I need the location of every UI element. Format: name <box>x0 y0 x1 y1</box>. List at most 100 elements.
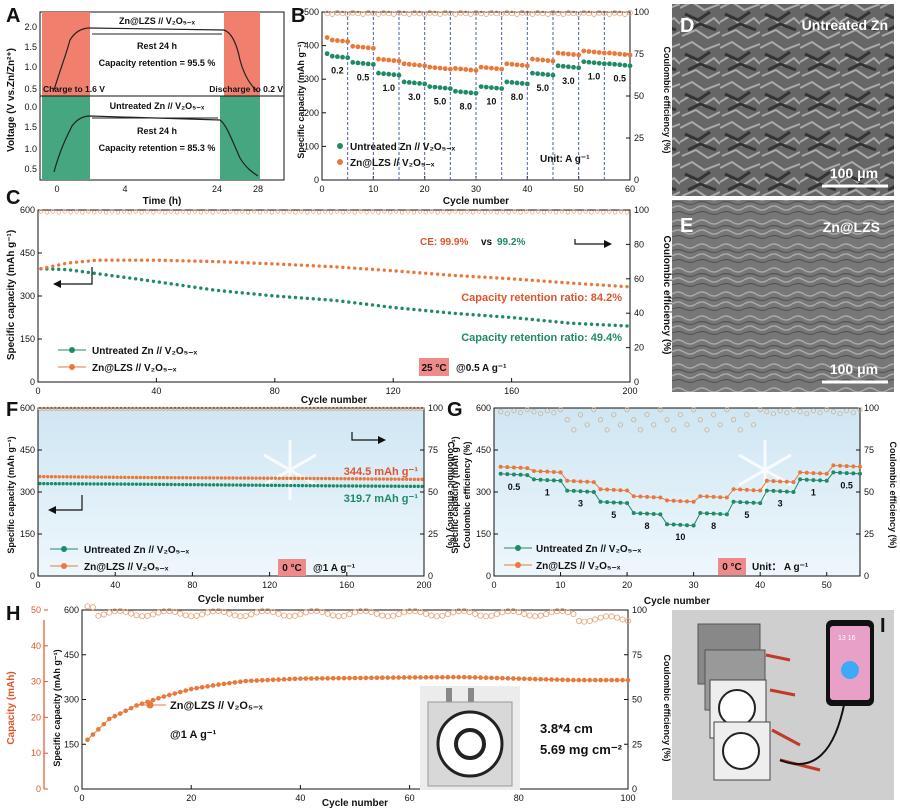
ce-point <box>313 607 320 614</box>
lzs-point <box>300 476 305 481</box>
ce-point <box>149 611 156 618</box>
lzs-point <box>495 276 499 280</box>
lzs-point <box>347 477 351 481</box>
lzs-point <box>228 260 233 264</box>
lzs-point <box>596 50 602 55</box>
untreated-point <box>340 54 345 60</box>
lzs-point <box>422 63 428 69</box>
untreated-point <box>107 482 112 486</box>
untreated-point <box>238 483 243 487</box>
ce-point <box>246 210 251 215</box>
untreated-point <box>74 269 79 273</box>
ce-point <box>503 10 510 16</box>
lzs-point <box>216 682 221 687</box>
untreated-point <box>281 294 286 299</box>
ce-point <box>565 210 570 215</box>
lzs-point <box>583 282 588 286</box>
ce-point <box>530 210 535 215</box>
sem-image-lzs <box>672 200 894 392</box>
untreated-point <box>350 60 356 65</box>
y2-tick-label: 100 <box>634 7 649 17</box>
untreated-point <box>133 277 138 281</box>
lzs-point <box>221 681 227 687</box>
untreated-point <box>545 72 551 78</box>
panel-letter-f: F <box>6 399 18 421</box>
untreated-point <box>161 482 166 487</box>
untreated-point <box>304 483 308 488</box>
untreated-point <box>577 321 582 326</box>
untreated-point <box>285 483 289 488</box>
ce-point <box>476 209 482 214</box>
untreated-point <box>353 301 357 305</box>
black-wire <box>779 699 846 765</box>
ce-point <box>411 10 418 16</box>
ce-point <box>455 608 462 615</box>
lzs-point <box>441 272 446 277</box>
lzs-point <box>545 58 551 63</box>
panel-a-discharge-label: Discharge to 0.2 V <box>209 84 283 94</box>
lzs-point <box>587 677 593 683</box>
panel-c-legend-untreated: Untreated Zn // V₂O₅₋ₓ <box>92 346 198 357</box>
ce-point <box>583 209 588 214</box>
lzs-point <box>62 261 67 266</box>
lzs-point <box>386 57 392 63</box>
lzs-point <box>407 675 412 680</box>
untreated-point <box>519 81 525 86</box>
lzs-point <box>370 45 376 51</box>
lzs-point <box>103 475 108 479</box>
lzs-point <box>440 674 445 680</box>
lzs-point <box>329 37 335 43</box>
lzs-point <box>156 696 161 701</box>
untreated-point <box>145 278 150 283</box>
untreated-point <box>381 484 386 488</box>
untreated-point <box>88 482 92 486</box>
untreated-point <box>184 482 189 487</box>
lzs-point <box>327 476 332 481</box>
lzs-point <box>208 476 212 480</box>
untreated-point <box>465 312 469 316</box>
rate-label: 5 <box>744 510 749 520</box>
untreated-point <box>370 484 374 488</box>
ce-point <box>512 209 517 214</box>
lzs-point <box>521 676 527 682</box>
panel-b-legend-marker-lzs <box>337 159 343 165</box>
ce-point <box>657 407 663 413</box>
ce-point <box>596 10 602 16</box>
ce-point <box>543 611 550 618</box>
ce-point <box>730 417 737 423</box>
panel-h-ticks: 0 20 40 60 80 1000150300450600025507510001020… <box>31 605 647 803</box>
panel-g-marks <box>498 407 863 528</box>
untreated-point <box>316 484 320 488</box>
ce-point <box>624 210 630 215</box>
untreated-point <box>331 484 335 488</box>
untreated-point <box>427 84 433 89</box>
y2-tick-label: 80 <box>634 239 644 249</box>
y2-tick-label: 50 <box>632 695 642 705</box>
untreated-point <box>339 484 343 488</box>
lzs-point <box>57 263 61 267</box>
lzs-point <box>107 475 112 479</box>
untreated-point <box>401 484 405 488</box>
untreated-point <box>292 483 297 488</box>
untreated-point <box>422 81 428 87</box>
lzs-point <box>80 259 85 264</box>
panel-g-y2label-left: Coulombic efficiency (%) <box>462 441 472 548</box>
y3-tick-label: 20 <box>31 712 41 722</box>
panel-c-xlabel: Cycle number <box>301 395 367 406</box>
alligator-clip-wires <box>765 653 821 772</box>
untreated-point <box>99 482 104 486</box>
ce-point <box>470 210 476 215</box>
ce-point <box>571 427 577 433</box>
lzs-point <box>489 275 493 280</box>
y2-tick-label: 60 <box>634 274 644 284</box>
panel-f-temperature-badge <box>278 559 306 576</box>
lzs-point <box>406 61 412 67</box>
ce-point <box>210 210 215 215</box>
untreated-point <box>142 482 146 486</box>
untreated-point <box>518 316 523 321</box>
untreated-point <box>617 62 623 68</box>
panel-h-loading: 5.69 mg cm⁻² <box>540 742 623 757</box>
panel-a-xtick: 24 <box>212 184 222 194</box>
lzs-point <box>287 262 292 267</box>
rate-label: 8.0 <box>459 101 472 111</box>
